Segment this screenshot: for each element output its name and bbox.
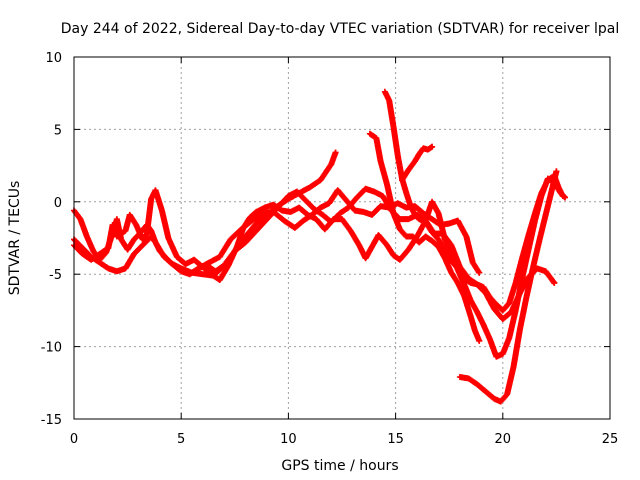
x-tick-label: 0: [70, 432, 78, 447]
data-point: [476, 269, 483, 276]
y-tick-label: -10: [41, 341, 62, 356]
x-tick-label: 25: [602, 432, 619, 447]
y-tick-label: 5: [54, 123, 62, 138]
data-point: [429, 143, 436, 150]
series-track-8: [456, 168, 560, 405]
x-tick-label: 5: [177, 432, 185, 447]
chart-title: Day 244 of 2022, Sidereal Day-to-day VTE…: [61, 21, 619, 37]
axis-tick-labels: 0 5 10 15 20 25 -15 -10 -5 0 5 10: [41, 51, 619, 447]
data-point: [476, 337, 483, 344]
series-track-7: [399, 143, 436, 184]
x-axis-label: GPS time / hours: [281, 458, 398, 474]
y-tick-label: -15: [41, 413, 62, 428]
data-point: [553, 168, 560, 175]
plot-frame: [73, 56, 611, 420]
data-points: [71, 88, 568, 405]
y-tick-label: 10: [45, 51, 62, 66]
x-tick-label: 20: [495, 432, 512, 447]
y-tick-label: -5: [49, 268, 62, 283]
series-track-5: [366, 130, 483, 344]
series-track-4: [195, 187, 483, 276]
data-point: [332, 149, 339, 156]
y-tick-label: 0: [54, 196, 62, 211]
data-point: [551, 279, 558, 286]
x-tick-label: 10: [280, 432, 297, 447]
data-point: [559, 193, 566, 200]
y-axis-label: SDTVAR / TECUs: [7, 181, 23, 296]
series-track-6: [381, 88, 566, 314]
x-tick-label: 15: [387, 432, 404, 447]
axis-ticks: [73, 56, 611, 420]
